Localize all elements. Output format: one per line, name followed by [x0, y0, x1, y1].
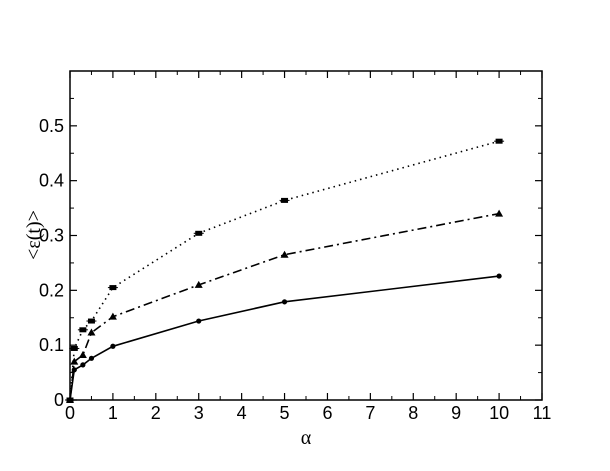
x-tick-label: 0	[65, 403, 75, 423]
y-axis-label: <ε(t)>	[23, 210, 45, 260]
data-point	[87, 328, 96, 336]
data-point	[88, 355, 95, 361]
data-point	[67, 397, 73, 403]
x-tick-label: 6	[322, 403, 332, 423]
data-point	[78, 351, 87, 359]
x-tick-label: 9	[451, 403, 461, 423]
plot-frame	[69, 70, 543, 401]
x-tick-label: 1	[108, 403, 118, 423]
series-2	[66, 209, 504, 403]
series-line	[69, 140, 500, 401]
y-tick-label: 0.5	[39, 116, 64, 136]
series-3	[67, 273, 502, 403]
y-tick-label: 0	[54, 390, 64, 410]
tick-labels: 0 1 2 3 4 5 6 7 8 9 10 11 0 0.1 0.2 0.3 0.4 0.5	[39, 116, 551, 423]
data-point	[196, 318, 202, 324]
series-group	[65, 138, 505, 403]
x-tick-label: 5	[280, 403, 290, 423]
data-point	[80, 362, 86, 368]
x-tick-label: 4	[237, 403, 247, 423]
data-point	[108, 312, 117, 320]
y-tick-label: 0.3	[39, 226, 64, 246]
y-tick-label: 0.4	[39, 171, 64, 191]
data-point	[71, 367, 77, 373]
ticks	[69, 71, 543, 401]
x-tick-label: 11	[533, 403, 552, 423]
x-axis-label: α	[301, 427, 312, 449]
data-point	[70, 357, 79, 365]
data-point	[281, 299, 288, 305]
y-tick-label: 0.2	[39, 280, 64, 300]
x-tick-label: 8	[408, 403, 418, 423]
series-1	[65, 138, 505, 403]
data-point	[495, 209, 504, 217]
x-tick-label: 2	[151, 403, 161, 423]
series-line	[69, 275, 500, 401]
x-tick-label: 10	[489, 403, 509, 423]
data-point	[110, 343, 116, 349]
y-tick-label: 0.1	[39, 335, 64, 355]
x-tick-label: 3	[194, 403, 204, 423]
series-line	[69, 212, 500, 401]
data-point	[496, 273, 502, 279]
x-tick-label: 7	[365, 403, 375, 423]
data-point	[194, 280, 203, 288]
data-point	[280, 250, 289, 258]
